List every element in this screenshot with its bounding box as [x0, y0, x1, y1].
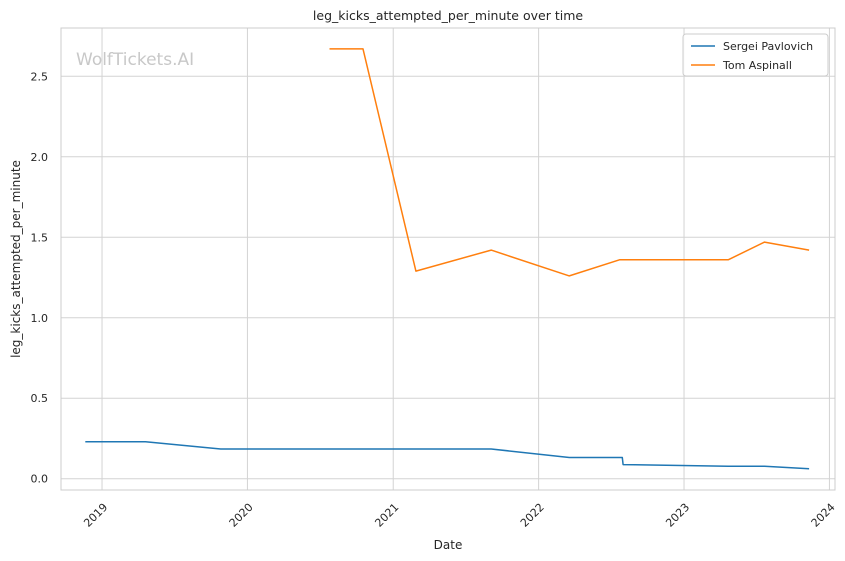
legend-box: [682, 33, 829, 77]
y-tick-label: 1.5: [31, 231, 49, 244]
y-tick-label: 2.0: [31, 151, 49, 164]
grid: [61, 28, 835, 490]
series-line-0: [85, 440, 810, 470]
legend-label: Sergei Pavlovich: [723, 40, 813, 53]
legend-label: Tom Aspinall: [722, 59, 792, 72]
y-tick-label: 0.0: [31, 473, 49, 486]
series-line-1: [329, 48, 810, 277]
chart-title: leg_kicks_attempted_per_minute over time: [313, 8, 583, 23]
y-tick-label: 2.5: [31, 70, 49, 83]
y-tick-label: 1.0: [31, 312, 49, 325]
watermark: WolfTickets.AI: [76, 50, 194, 70]
plot-frame: [60, 27, 836, 491]
x-axis-title: Date: [434, 538, 463, 552]
series-lines: [85, 48, 810, 470]
y-axis-title: leg_kicks_attempted_per_minute: [9, 160, 23, 358]
y-tick-label: 0.5: [31, 392, 49, 405]
legend: Sergei Pavlovich Tom Aspinall: [682, 33, 829, 77]
